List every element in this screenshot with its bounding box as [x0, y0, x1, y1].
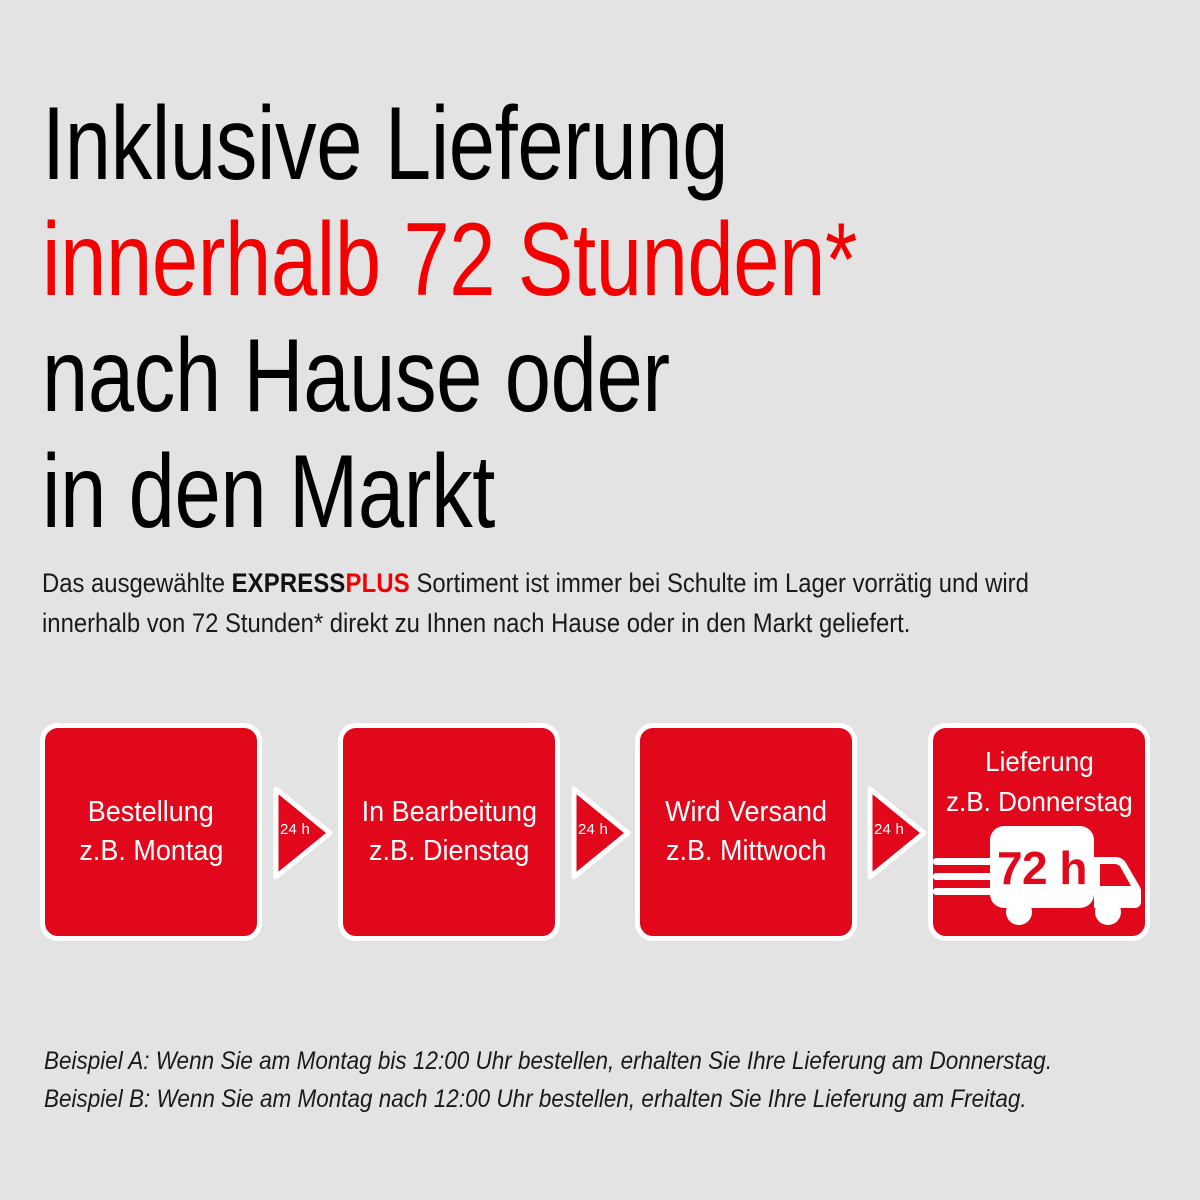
- truck-windshield: [1100, 864, 1131, 886]
- truck-cargo-box: [990, 826, 1094, 908]
- step-4-detail: z.B. Donnerstag: [945, 786, 1133, 817]
- step-2-title: In Bearbeitung: [361, 796, 537, 828]
- step-4-title: Lieferung: [984, 746, 1094, 777]
- arrow-right-icon: [867, 786, 927, 880]
- headline-line-3: nach Hause oder: [42, 318, 670, 434]
- headline-line-2-accent: innerhalb 72 Stunden*: [42, 202, 858, 318]
- truck-wheel-front: [1095, 899, 1121, 925]
- headline-line-4: in den Markt: [42, 434, 496, 550]
- footnotes: Beispiel A: Wenn Sie am Montag bis 12:00…: [44, 1042, 1164, 1118]
- process-step-lieferung[interactable]: Lieferung z.B. Donnerstag: [928, 723, 1150, 941]
- step-1-title: Bestellung: [88, 796, 214, 828]
- intro-prefix: Das ausgewählte: [42, 568, 232, 598]
- delivery-truck-icon: 72 h: [933, 814, 1145, 926]
- page-title: Inklusive Lieferung innerhalb 72 Stunden…: [42, 86, 1162, 550]
- process-step-bestellung[interactable]: Bestellung z.B. Montag: [40, 723, 262, 941]
- step-3-detail: z.B. Mittwoch: [665, 835, 827, 867]
- flow-arrow-2: 24 h: [570, 785, 632, 881]
- footnote-beispiel-b: Beispiel B: Wenn Sie am Montag nach 12:0…: [44, 1085, 1027, 1113]
- intro-line-2: innerhalb von 72 Stunden* direkt zu Ihne…: [42, 608, 911, 638]
- step-2-detail: z.B. Dienstag: [368, 835, 530, 867]
- truck-wheel-rear: [1006, 899, 1032, 925]
- flow-arrow-3: 24 h: [866, 785, 928, 881]
- step-1-detail: z.B. Montag: [79, 835, 223, 867]
- delivery-process-flow: Bestellung z.B. Montag 24 h In Bearbeitu…: [0, 723, 1200, 945]
- brand-express: EXPRESS: [231, 568, 346, 598]
- flow-arrow-1: 24 h: [272, 785, 334, 881]
- intro-suffix: Sortiment ist immer bei Schulte im Lager…: [409, 568, 1029, 598]
- arrow-right-icon: [571, 786, 631, 880]
- step-3-title: Wird Versand: [665, 796, 827, 828]
- brand-plus: PLUS: [345, 568, 410, 598]
- footnote-beispiel-a: Beispiel A: Wenn Sie am Montag bis 12:00…: [44, 1047, 1053, 1075]
- intro-paragraph: Das ausgewählte EXPRESSPLUS Sortiment is…: [42, 563, 1041, 643]
- intro-line-1: Das ausgewählte EXPRESSPLUS Sortiment is…: [42, 563, 1041, 603]
- process-step-in-bearbeitung[interactable]: In Bearbeitung z.B. Dienstag: [338, 723, 560, 941]
- headline-line-1: Inklusive Lieferung: [42, 86, 729, 202]
- process-step-wird-versand[interactable]: Wird Versand z.B. Mittwoch: [635, 723, 857, 941]
- truck-icon: 72 h: [933, 826, 1142, 925]
- arrow-right-icon: [273, 786, 333, 880]
- truck-badge-label: 72 h: [997, 842, 1087, 894]
